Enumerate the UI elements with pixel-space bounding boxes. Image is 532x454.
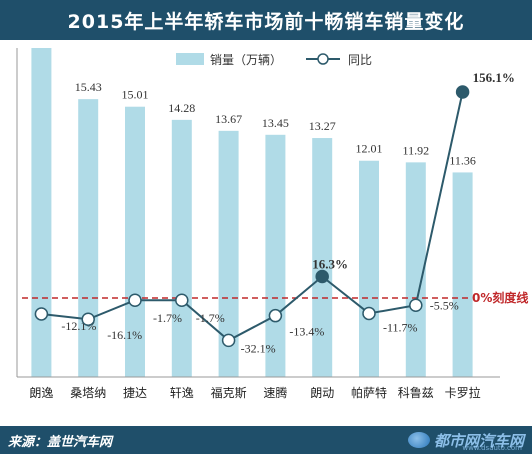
title-bar: 2015年上半年轿车市场前十畅销车销量变化 [0,0,532,40]
bar [125,106,145,377]
x-tick-label: 科鲁兹 [398,386,434,400]
yoy-marker [128,293,142,307]
watermark-text: 都市网汽车网 [433,431,524,450]
bar [359,160,379,377]
footer-bar: 来源：盖世汽车网 都市网汽车网 www.dsauto.com [0,426,532,454]
legend-bar-label: 销量（万辆） [210,53,282,67]
yoy-marker [34,307,49,321]
bar-value-label: 12.01 [356,142,383,156]
bar [78,99,99,378]
chart-title: 2015年上半年轿车市场前十畅销车销量变化 [67,10,465,33]
bar-value-label: 11.36 [449,153,476,167]
x-tick-label: 朗逸 [29,386,53,400]
bar-value-label: 15.43 [75,80,102,94]
bar-value-label: 14.28 [168,101,195,115]
yoy-marker [362,306,376,321]
watermark: 都市网汽车网 [407,429,524,451]
bar [405,162,426,377]
yoy-value-label: -16.1% [107,328,142,342]
yoy-line [41,91,464,342]
yoy-value-label: -1.7% [153,311,182,325]
legend-line-label: 同比 [348,53,372,67]
yoy-marker [315,269,329,284]
bar [31,48,52,377]
bar-value-label: 13.27 [309,119,336,133]
yoy-value-label: -32.1% [241,341,276,355]
chart-plot: 销量（万辆） 同比 18.27 15.43 15.01 14.28 13.67 13.45 13… [16,40,528,400]
zero-reference-label: 0%刻度线 [472,290,528,305]
x-tick-label: 桑塔纳 [70,386,106,400]
yoy-marker [221,333,236,348]
yoy-marker [81,312,95,326]
x-tick-label: 轩逸 [170,386,194,400]
bar-value-label: 18.27 [28,40,55,43]
yoy-value-label: -13.4% [289,325,324,339]
yoy-value-label: 156.1% [473,70,515,85]
watermark-logo-icon [407,432,430,448]
bar-value-label: 15.01 [122,88,149,102]
yoy-value-label: -5.5% [430,298,459,312]
x-tick-label: 捷达 [123,386,147,400]
bar-value-label: 13.45 [262,116,289,130]
yoy-marker [455,85,470,99]
x-tick-label: 帕萨特 [351,385,387,400]
yoy-value-label: -1.7% [196,311,225,325]
legend-bar-swatch [176,53,204,65]
bar [312,138,333,377]
yoy-value-label: -11.7% [383,320,418,334]
yoy-value-label: 16.3% [312,256,348,271]
bar-value-label: 11.92 [403,143,430,157]
bar [452,172,473,377]
yoy-marker [409,298,423,313]
yoy-marker [268,308,283,323]
legend-line-marker [317,53,329,65]
bar [218,130,239,377]
bar [171,119,192,377]
watermark-url: www.dsauto.com [462,444,522,452]
x-tick-label: 卡罗拉 [445,385,481,400]
x-tick-label: 朗动 [310,386,334,400]
bar-value-label: 13.67 [215,112,242,126]
source-text: 来源：盖世汽车网 [8,435,113,450]
yoy-marker [175,293,189,307]
x-tick-label: 福克斯 [211,385,247,400]
x-tick-label: 速腾 [263,385,287,400]
